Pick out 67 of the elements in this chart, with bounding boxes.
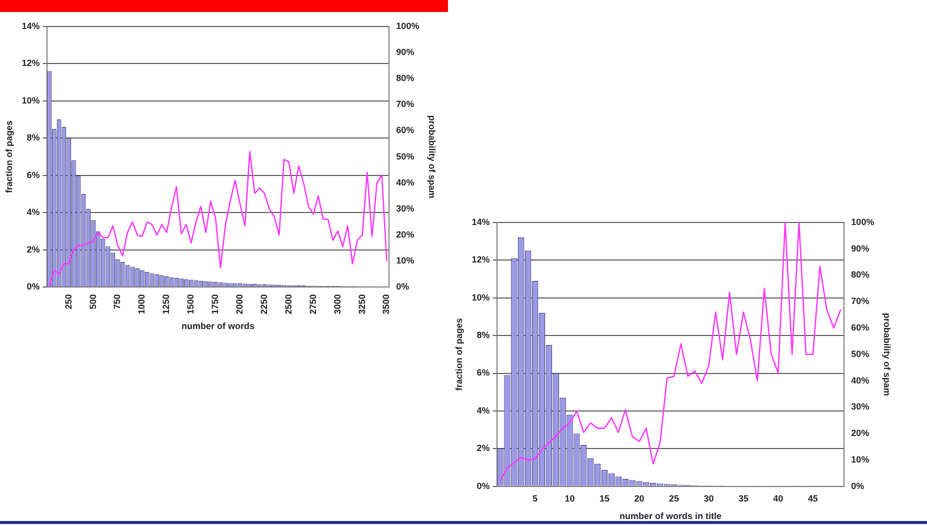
y2-tick-label: 90% <box>851 243 870 254</box>
y-tick-label: 2% <box>476 443 490 454</box>
y2-tick-label: 60% <box>396 125 414 136</box>
x-tick-label: 1500 <box>186 294 196 314</box>
x-tick-label: 500 <box>88 294 98 310</box>
y2-tick-label: 40% <box>851 375 870 386</box>
y2-tick-label: 20% <box>851 428 870 438</box>
y-tick-label: 6% <box>476 368 490 378</box>
y-tick-label: 2% <box>26 244 40 254</box>
y2-tick-label: 30% <box>851 402 870 412</box>
x-tick-label: 2750 <box>308 294 318 314</box>
x-tick-label: 5 <box>532 493 538 504</box>
x-tick-label: 1250 <box>161 294 172 314</box>
y-tick-label: 12% <box>472 254 490 265</box>
x-tick-label: 750 <box>112 294 122 310</box>
x-tick-label: 1750 <box>210 294 220 314</box>
y-tick-label: 10% <box>472 292 490 302</box>
y2-axis-title: probability of spam <box>427 115 438 198</box>
y2-tick-label: 90% <box>396 46 414 57</box>
y-axis-title: fraction of pages <box>454 318 464 391</box>
y2-tick-label: 20% <box>396 230 414 240</box>
x-tick-label: 2250 <box>258 294 269 314</box>
x-tick-label: 30 <box>704 493 714 504</box>
y2-tick-label: 30% <box>396 203 414 214</box>
y2-tick-label: 0% <box>396 282 410 292</box>
x-axis-title: number of words in title <box>619 511 722 522</box>
y2-axis-title: probability of spam <box>882 312 892 396</box>
y-tick-label: 0% <box>26 282 40 292</box>
y-tick-label: 14% <box>472 216 490 227</box>
y2-tick-label: 10% <box>396 256 414 266</box>
y2-tick-label: 80% <box>851 270 870 280</box>
y2-tick-label: 60% <box>851 322 870 332</box>
x-axis-title: number of words <box>181 321 255 332</box>
y2-tick-label: 50% <box>851 348 870 359</box>
y-tick-label: 4% <box>26 207 40 218</box>
y2-tick-label: 100% <box>851 216 874 227</box>
x-tick-label: 3500 <box>381 294 392 314</box>
y2-tick-label: 10% <box>851 454 870 464</box>
y2-tick-label: 40% <box>396 177 414 188</box>
y-tick-label: 6% <box>26 170 40 180</box>
y2-tick-label: 50% <box>396 151 414 162</box>
x-tick-label: 35 <box>738 493 748 504</box>
x-tick-label: 1000 <box>136 294 147 314</box>
y-tick-label: 8% <box>476 330 490 340</box>
x-tick-label: 20 <box>634 493 644 504</box>
x-tick-label: 45 <box>808 493 818 504</box>
y2-tick-label: 70% <box>851 296 870 306</box>
y2-tick-label: 100% <box>396 20 420 31</box>
x-tick-label: 3250 <box>356 294 367 314</box>
x-tick-label: 3000 <box>332 294 342 314</box>
y2-tick-label: 80% <box>396 73 414 84</box>
y-tick-label: 14% <box>22 20 40 31</box>
y2-tick-label: 0% <box>851 480 864 491</box>
x-tick-label: 10 <box>564 493 575 504</box>
x-tick-label: 2500 <box>283 294 294 314</box>
x-tick-label: 40 <box>773 493 784 504</box>
x-tick-label: 25 <box>668 493 679 504</box>
x-tick-label: 15 <box>599 493 610 504</box>
y-axis-title: fraction of pages <box>4 120 14 194</box>
x-tick-label: 250 <box>63 294 74 310</box>
y-tick-label: 4% <box>476 405 490 416</box>
x-tick-label: 2000 <box>234 294 244 314</box>
y-tick-label: 12% <box>22 58 40 68</box>
y-tick-label: 10% <box>22 95 40 106</box>
y-tick-label: 8% <box>26 132 40 143</box>
y2-tick-label: 70% <box>396 99 414 110</box>
y-tick-label: 0% <box>476 480 490 491</box>
